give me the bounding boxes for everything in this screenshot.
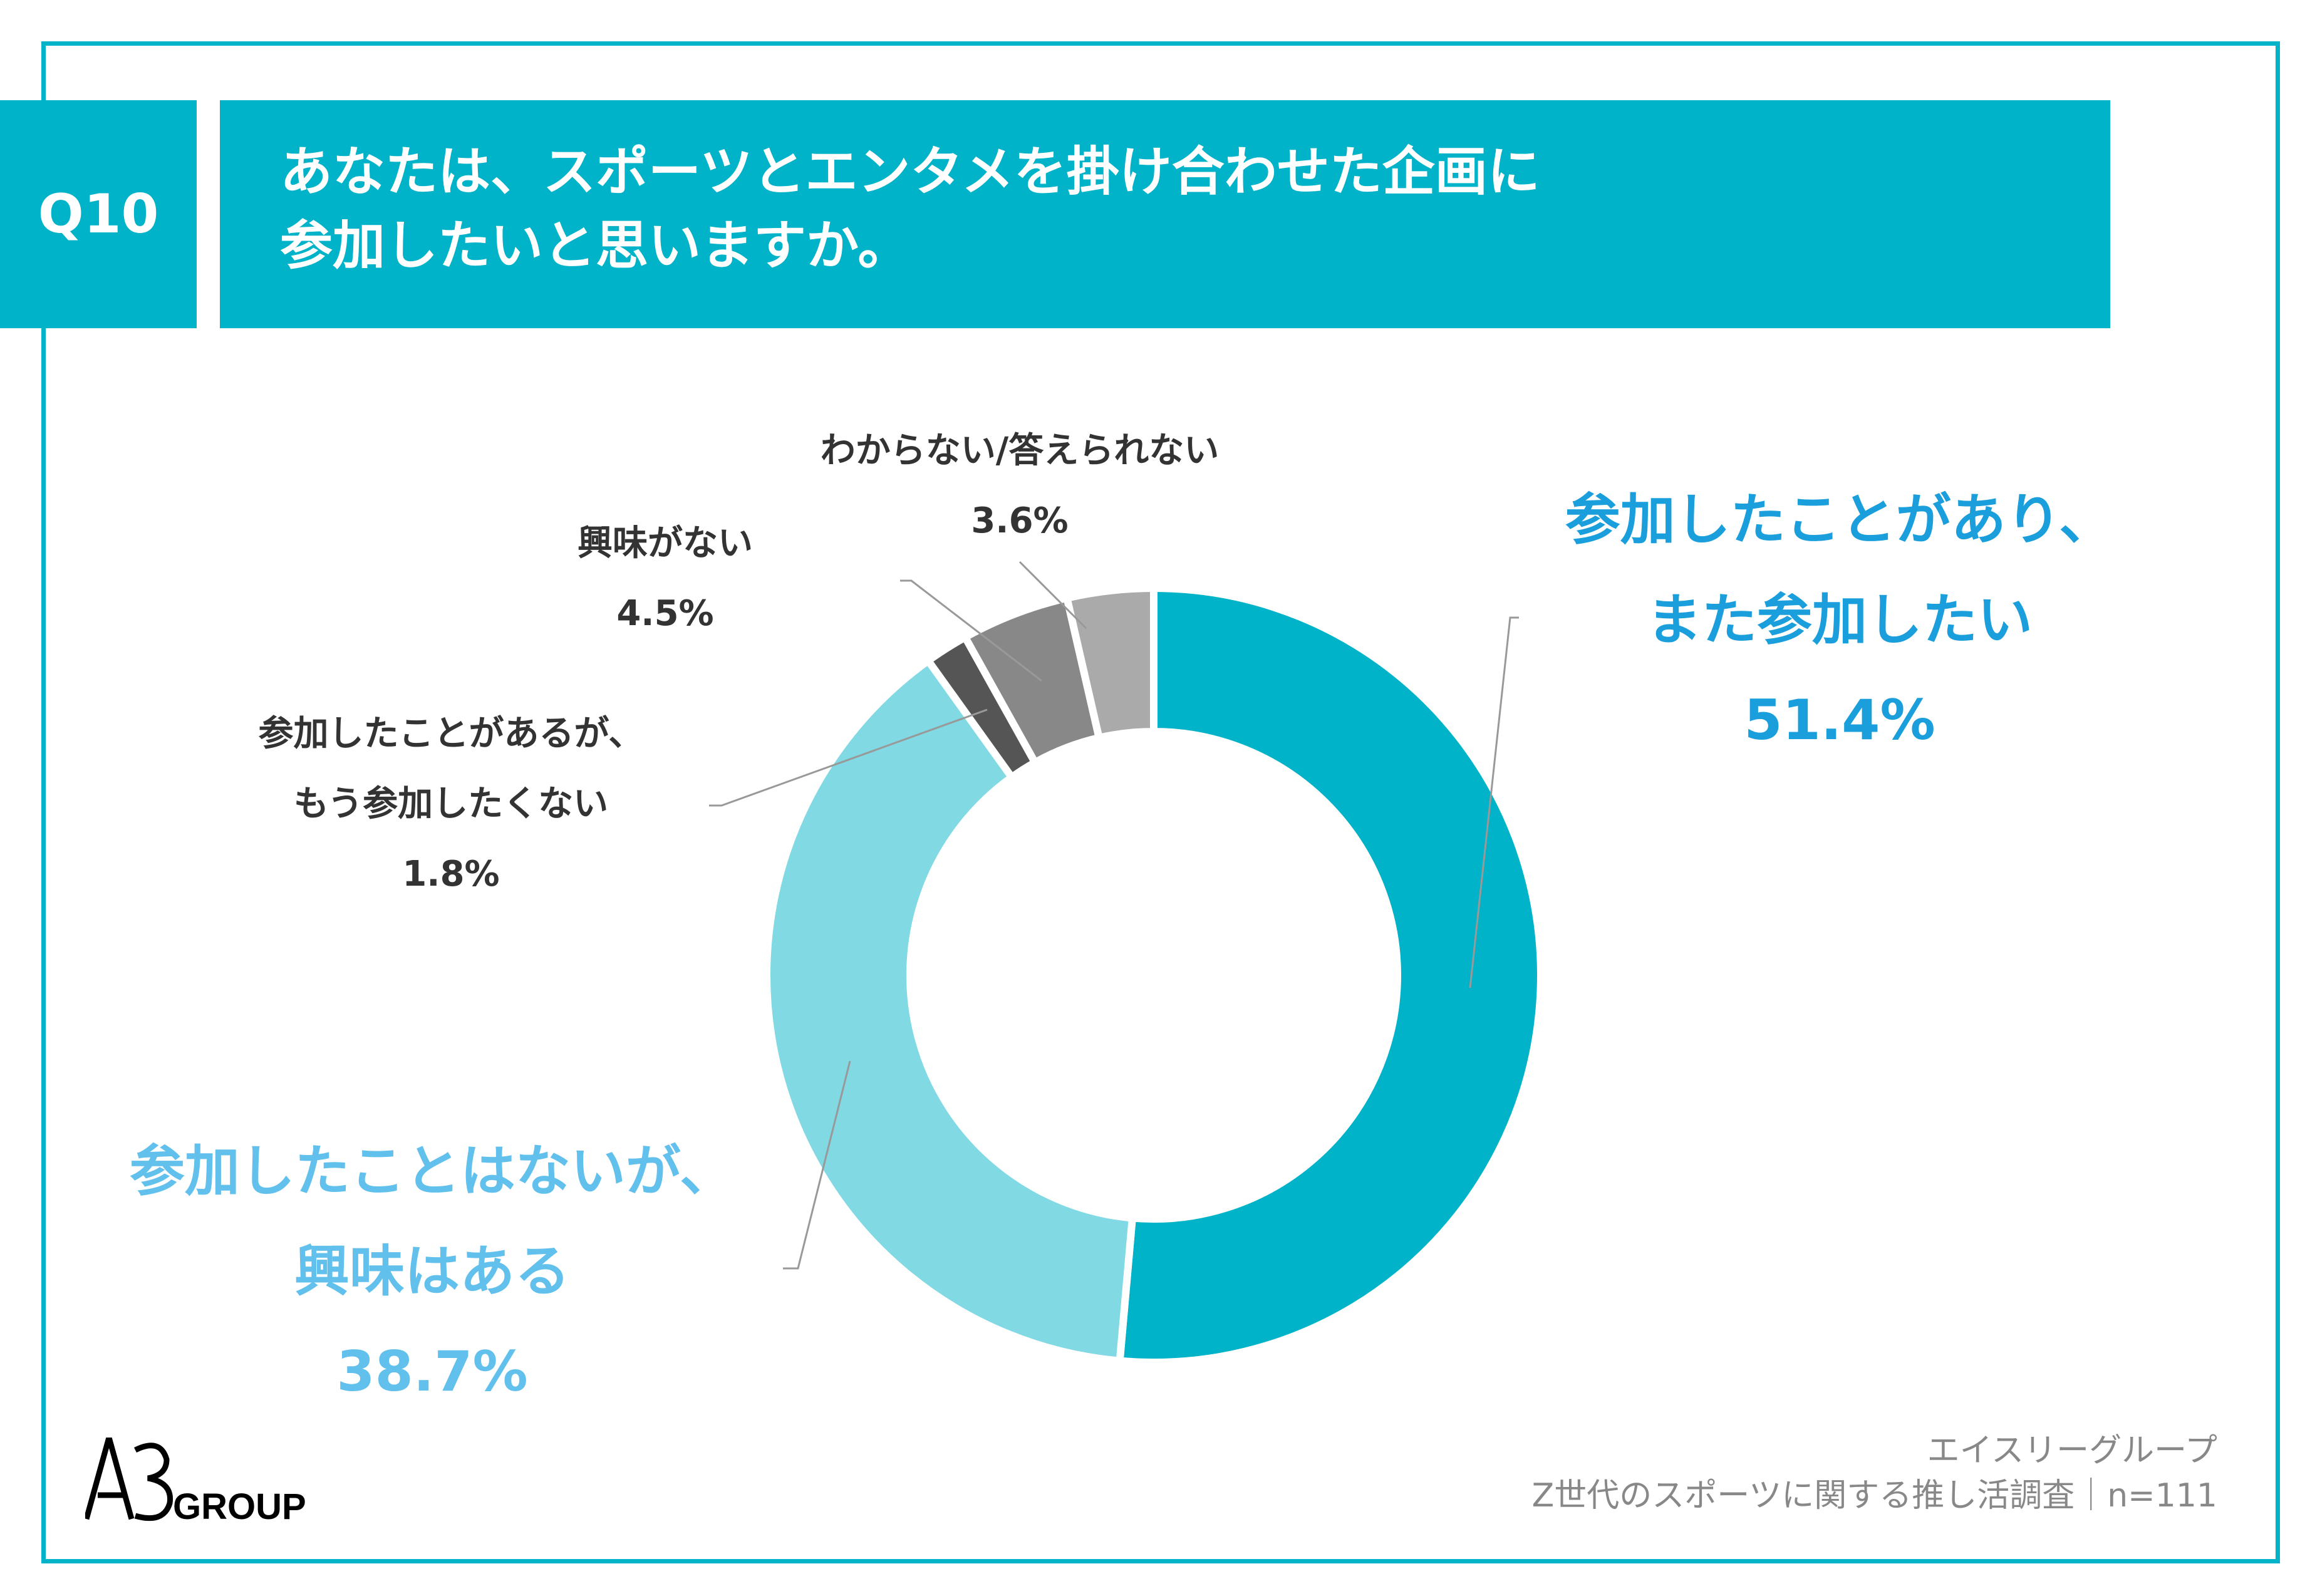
question-number: Q10: [0, 100, 197, 328]
slice-label-3: 興味がない 4.5%: [578, 509, 753, 649]
leader-line-slice-2: [709, 708, 988, 807]
leader-line-slice-3: [900, 579, 1042, 682]
slice-4-line-1: わからない/答えられない: [820, 430, 1220, 471]
slice-2-line-1: 参加したことがあるが、: [258, 713, 644, 754]
donut-slice-1: [763, 655, 1137, 1365]
slice-3-value: 4.5%: [616, 593, 714, 634]
slide-frame: [41, 41, 2280, 1563]
donut-slice-0: [1116, 584, 1545, 1366]
footer-source: エイスリーグループ Z世代のスポーツに関する推し活調査｜n=111: [1532, 1428, 2217, 1518]
leader-line-slice-4: [1018, 561, 1087, 630]
footer-survey: Z世代のスポーツに関する推し活調査｜n=111: [1531, 1477, 2217, 1515]
a3-group-logo: GROUP: [85, 1438, 306, 1525]
slice-1-value: 38.7%: [336, 1339, 528, 1404]
slice-label-2: 参加したことがあるが、 もう参加したくない 1.8%: [259, 699, 644, 909]
slice-3-line-1: 興味がない: [578, 523, 753, 564]
slice-label-0: 参加したことがあり、 また参加したい 51.4%: [1565, 470, 2114, 770]
slice-label-4: わからない/答えられない 3.6%: [821, 416, 1219, 556]
slice-label-1: 参加したことはないが、 興味はある 38.7%: [130, 1121, 735, 1422]
slice-1-line-1: 参加したことはないが、: [129, 1139, 735, 1203]
slice-2-value: 1.8%: [402, 854, 500, 894]
slice-4-value: 3.6%: [971, 500, 1069, 541]
svg-text:GROUP: GROUP: [173, 1486, 306, 1525]
title-line-2: 参加したいと思いますか。: [280, 215, 911, 276]
slice-2-line-2: もう参加したくない: [293, 784, 609, 824]
title-line-1: あなたは、スポーツとエンタメを掛け合わせた企画に: [280, 141, 1540, 202]
leader-lines: [709, 561, 1519, 1270]
slice-0-value: 51.4%: [1744, 688, 1935, 752]
slice-0-line-1: 参加したことがあり、: [1565, 487, 2115, 552]
question-title: あなたは、スポーツとエンタメを掛け合わせた企画に 参加したいと思いますか。: [220, 100, 2110, 328]
donut-slice-4: [1062, 584, 1158, 743]
slice-1-line-2: 興味はある: [294, 1239, 570, 1303]
leader-line-slice-1: [783, 1060, 851, 1270]
footer-company: エイスリーグループ: [1927, 1432, 2217, 1469]
leader-line-slice-0: [1469, 616, 1519, 988]
slice-0-line-2: また参加したい: [1646, 588, 2033, 652]
